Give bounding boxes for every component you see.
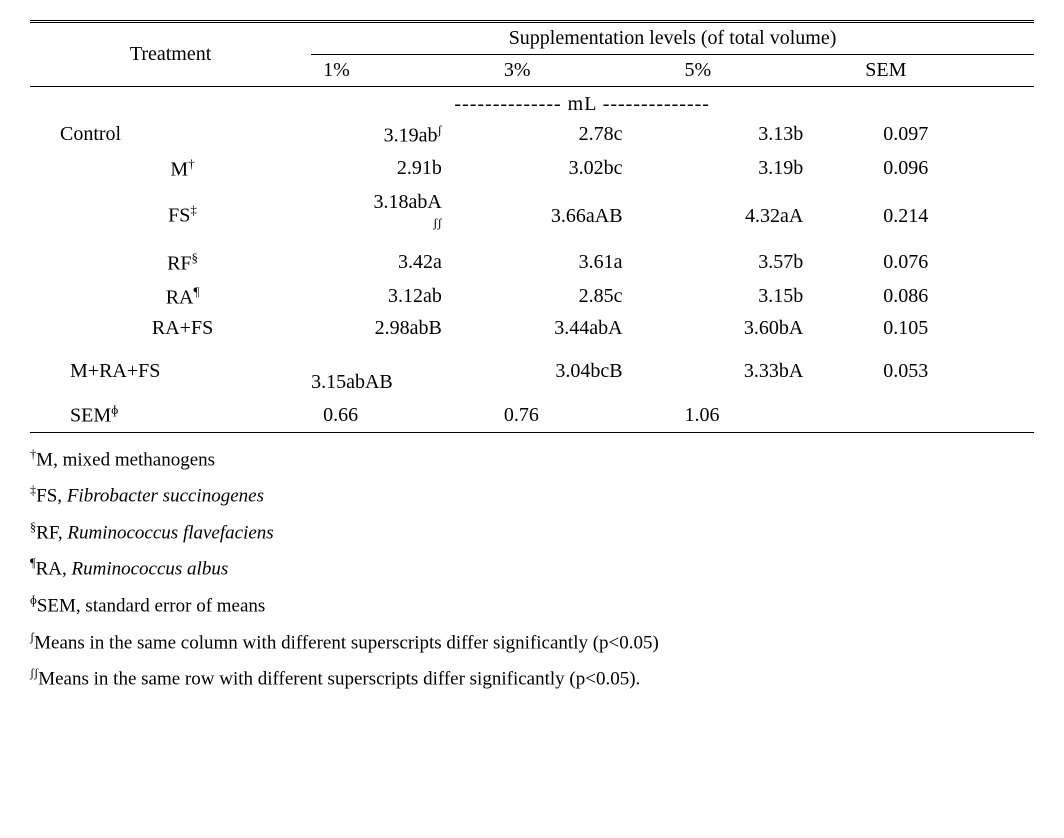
row-sem: 0.097 xyxy=(853,118,1034,152)
unit-empty xyxy=(30,87,311,119)
row-v2: 2.78c xyxy=(492,118,673,152)
row-sem: 0.105 xyxy=(853,313,1034,344)
row-v3: 3.19b xyxy=(673,152,854,186)
row-v1: 3.18abAʃʃ xyxy=(311,185,492,246)
table-row: M+RA+FS 3.15abAB 3.04bcB 3.33bA 0.053 xyxy=(30,344,1034,398)
header-1pct: 1% xyxy=(311,55,492,87)
header-sem: SEM xyxy=(853,55,1034,87)
footnote: §RF, Ruminococcus flavefaciens xyxy=(30,516,1034,551)
row-v3: 4.32aA xyxy=(673,185,854,246)
row-v3: 3.60bA xyxy=(673,313,854,344)
table-row: RF§ 3.42a 3.61a 3.57b 0.076 xyxy=(30,246,1034,280)
row-v3: 3.15b xyxy=(673,280,854,314)
table-row: FS‡ 3.18abAʃʃ 3.66aAB 4.32aA 0.214 xyxy=(30,185,1034,246)
row-v1: 3.12ab xyxy=(311,280,492,314)
row-name: RA+FS xyxy=(30,313,311,344)
row-name: M+RA+FS xyxy=(30,344,311,398)
header-treatment: Treatment xyxy=(30,22,311,87)
row-v1: 2.91b xyxy=(311,152,492,186)
row-sem: 0.076 xyxy=(853,246,1034,280)
footnote: †M, mixed methanogens xyxy=(30,443,1034,478)
row-v3: 1.06 xyxy=(673,398,854,432)
header-5pct: 5% xyxy=(673,55,854,87)
row-v2: 3.66aAB xyxy=(492,185,673,246)
row-v2: 3.44abA xyxy=(492,313,673,344)
row-v2: 0.76 xyxy=(492,398,673,432)
footnote: ‡FS, Fibrobacter succinogenes xyxy=(30,479,1034,514)
row-v2: 3.02bc xyxy=(492,152,673,186)
row-v2: 3.61a xyxy=(492,246,673,280)
row-v1: 2.98abB xyxy=(311,313,492,344)
footnote: ʃMeans in the same column with different… xyxy=(30,626,1034,661)
table-row: RA+FS 2.98abB 3.44abA 3.60bA 0.105 xyxy=(30,313,1034,344)
row-sem: 0.086 xyxy=(853,280,1034,314)
row-v1: 3.15abAB xyxy=(311,344,492,398)
row-v1: 3.42a xyxy=(311,246,492,280)
footnote: ʃʃMeans in the same row with different s… xyxy=(30,662,1034,697)
header-super: Supplementation levels (of total volume) xyxy=(311,22,1034,55)
table-row: RA¶ 3.12ab 2.85c 3.15b 0.086 xyxy=(30,280,1034,314)
table-row: Control 3.19abʃ 2.78c 3.13b 0.097 xyxy=(30,118,1034,152)
footnote: ɸSEM, standard error of means xyxy=(30,589,1034,624)
table-row: SEMɸ 0.66 0.76 1.06 xyxy=(30,398,1034,432)
row-v2: 3.04bcB xyxy=(492,344,673,398)
unit-label: -------------- mL -------------- xyxy=(311,87,853,119)
row-name: M† xyxy=(30,152,311,186)
footnotes: †M, mixed methanogens ‡FS, Fibrobacter s… xyxy=(30,443,1034,697)
row-sem xyxy=(853,398,1034,432)
unit-empty2 xyxy=(853,87,1034,119)
row-v3: 3.13b xyxy=(673,118,854,152)
row-v2: 2.85c xyxy=(492,280,673,314)
row-sem: 0.214 xyxy=(853,185,1034,246)
row-name: Control xyxy=(30,118,311,152)
header-3pct: 3% xyxy=(492,55,673,87)
row-v1: 0.66 xyxy=(311,398,492,432)
row-sem: 0.096 xyxy=(853,152,1034,186)
row-name: RF§ xyxy=(30,246,311,280)
row-sem: 0.053 xyxy=(853,344,1034,398)
table-row: M† 2.91b 3.02bc 3.19b 0.096 xyxy=(30,152,1034,186)
row-name: RA¶ xyxy=(30,280,311,314)
footnote: ¶RA, Ruminococcus albus xyxy=(30,552,1034,587)
row-v3: 3.33bA xyxy=(673,344,854,398)
row-v3: 3.57b xyxy=(673,246,854,280)
row-v1: 3.19abʃ xyxy=(311,118,492,152)
row-name: SEMɸ xyxy=(30,398,311,432)
data-table: Treatment Supplementation levels (of tot… xyxy=(30,20,1034,433)
row-name: FS‡ xyxy=(30,185,311,246)
